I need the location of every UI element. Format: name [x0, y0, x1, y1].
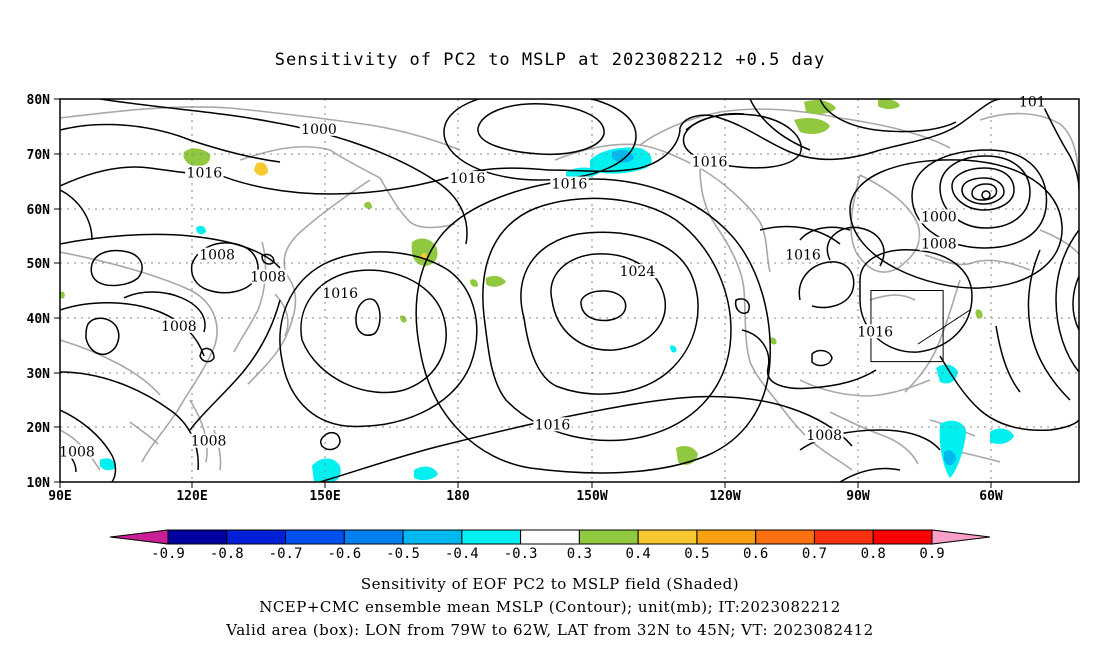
lat-label-60n: 60N [27, 203, 51, 218]
colorbar-swatch [696, 529, 757, 545]
contour-label: 1016 [692, 155, 728, 171]
lat-label-80n: 80N [27, 93, 51, 108]
colorbar-swatch [343, 529, 404, 545]
lat-label-30n: 30N [27, 367, 51, 382]
contour-label-bg [189, 433, 228, 448]
colorbar-label: -0.9 [151, 546, 185, 562]
colorbar-legend: -0.9 -0.8 -0.7 -0.6 -0.5 -0.4 -0.3 0.3 0.4 0.5 0.6… [109, 529, 991, 562]
contour-label-bg [448, 171, 487, 186]
colorbar-swatch [461, 529, 522, 545]
contour-label-bg [248, 269, 288, 284]
colorbar-swatch [637, 529, 698, 545]
colorbar-label: 0.9 [919, 546, 944, 562]
contour-label: 1008 [921, 237, 957, 253]
colorbar-swatch [813, 529, 874, 545]
colorbar-label: 0.5 [684, 546, 709, 562]
latitude-labels: 80N 70N 60N 50N 40N 30N 20N 10N [27, 93, 51, 491]
colorbar-swatch [520, 529, 580, 545]
contour-label-bg [57, 444, 97, 459]
contour-label: 1008 [59, 445, 95, 461]
colorbar-label: -0.6 [327, 546, 361, 562]
colorbar-label: -0.5 [386, 546, 420, 562]
contour-label: 1008 [250, 270, 286, 286]
lon-label-60w: 60W [979, 489, 1003, 504]
coastlines [60, 106, 1079, 471]
lat-label-70n: 70N [27, 148, 51, 163]
colorbar-label: -0.7 [269, 546, 303, 562]
contour-label: 1008 [191, 434, 227, 450]
longitude-labels: 90E 120E 150E 180 150W 120W 90W 60W [48, 489, 1003, 504]
contour-label: 1016 [450, 171, 486, 187]
colorbar-label: -0.3 [504, 546, 538, 562]
colorbar-swatch [578, 529, 639, 545]
contour-label-bg [805, 428, 844, 443]
lon-label-180: 180 [446, 489, 470, 504]
lon-label-90w: 90W [846, 489, 870, 504]
lat-label-50n: 50N [27, 257, 51, 272]
caption-valid-area: Valid area (box): LON from 79W to 62W, L… [226, 621, 874, 639]
contour-label-bg [919, 236, 959, 251]
contour-label: 1016 [187, 166, 223, 182]
map-frame [59, 98, 1080, 483]
contour-label-bg [690, 154, 729, 169]
contour-label: 1000 [921, 209, 957, 225]
contour-label: 101 [1019, 94, 1046, 110]
axis-ticks [54, 98, 992, 488]
lat-label-20n: 20N [27, 421, 51, 436]
contour-label: 1016 [535, 417, 571, 433]
colorbar-label: -0.4 [445, 546, 479, 562]
contour-label: 1016 [552, 177, 588, 193]
contour-label-bg [783, 247, 823, 262]
colorbar-label: 0.6 [743, 546, 768, 562]
colorbar-label: -0.8 [210, 546, 244, 562]
lon-label-150w: 150W [576, 489, 607, 504]
colorbar-swatch [285, 529, 345, 545]
contour-label-bg [1017, 94, 1048, 109]
colorbar-swatch [402, 529, 463, 545]
contour-label-bg [299, 121, 339, 136]
contour-label: 1008 [806, 428, 842, 444]
lat-label-40n: 40N [27, 312, 51, 327]
contour-label-bg [550, 176, 589, 191]
contour-label: 1016 [785, 248, 821, 264]
contour-label: 1008 [199, 248, 235, 264]
contour-1024 [550, 253, 666, 351]
contour-label: 1016 [322, 286, 358, 302]
contour-label: 1000 [301, 122, 337, 138]
caption-shaded: Sensitivity of EOF PC2 to MSLP field (Sh… [360, 575, 740, 593]
colorbar-label: 0.3 [567, 546, 592, 562]
map-title: Sensitivity of PC2 to MSLP at 2023082212… [274, 50, 826, 70]
lat-label-10n: 10N [27, 476, 51, 491]
contour-label-bg [321, 285, 360, 300]
lon-label-150e: 150E [309, 489, 340, 504]
contour-label: 1008 [161, 319, 197, 335]
contour-label-bg [185, 165, 224, 180]
colorbar-swatch [167, 529, 228, 545]
colorbar-high-arrow [931, 529, 991, 545]
colorbar-swatch [226, 529, 287, 545]
contour-label-bg [159, 318, 199, 333]
colorbar-low-arrow [109, 529, 169, 545]
contour-label-bg [533, 417, 572, 432]
contour-label-bg [919, 209, 959, 224]
lon-label-120w: 120W [709, 489, 740, 504]
contour-label-bg [618, 264, 657, 279]
contour-label-bg [856, 324, 895, 339]
colorbar-swatch [755, 529, 815, 545]
lon-label-90e: 90E [48, 489, 71, 504]
colorbar-label: 0.4 [626, 546, 651, 562]
colorbar-label: 0.7 [802, 546, 827, 562]
lon-label-120e: 120E [176, 489, 207, 504]
contour-label-bg [197, 247, 237, 262]
colorbar-label: 0.8 [861, 546, 886, 562]
contour-labels: 1000 1000 1016 1016 1016 1016 1016 1016 1016 1016… [57, 94, 1048, 461]
contour-1000-east [951, 167, 1015, 211]
caption-contour: NCEP+CMC ensemble mean MSLP (Contour); u… [259, 598, 841, 616]
colorbar-swatch [872, 529, 933, 545]
contour-label: 1024 [620, 264, 656, 280]
contour-label: 1016 [857, 324, 893, 340]
